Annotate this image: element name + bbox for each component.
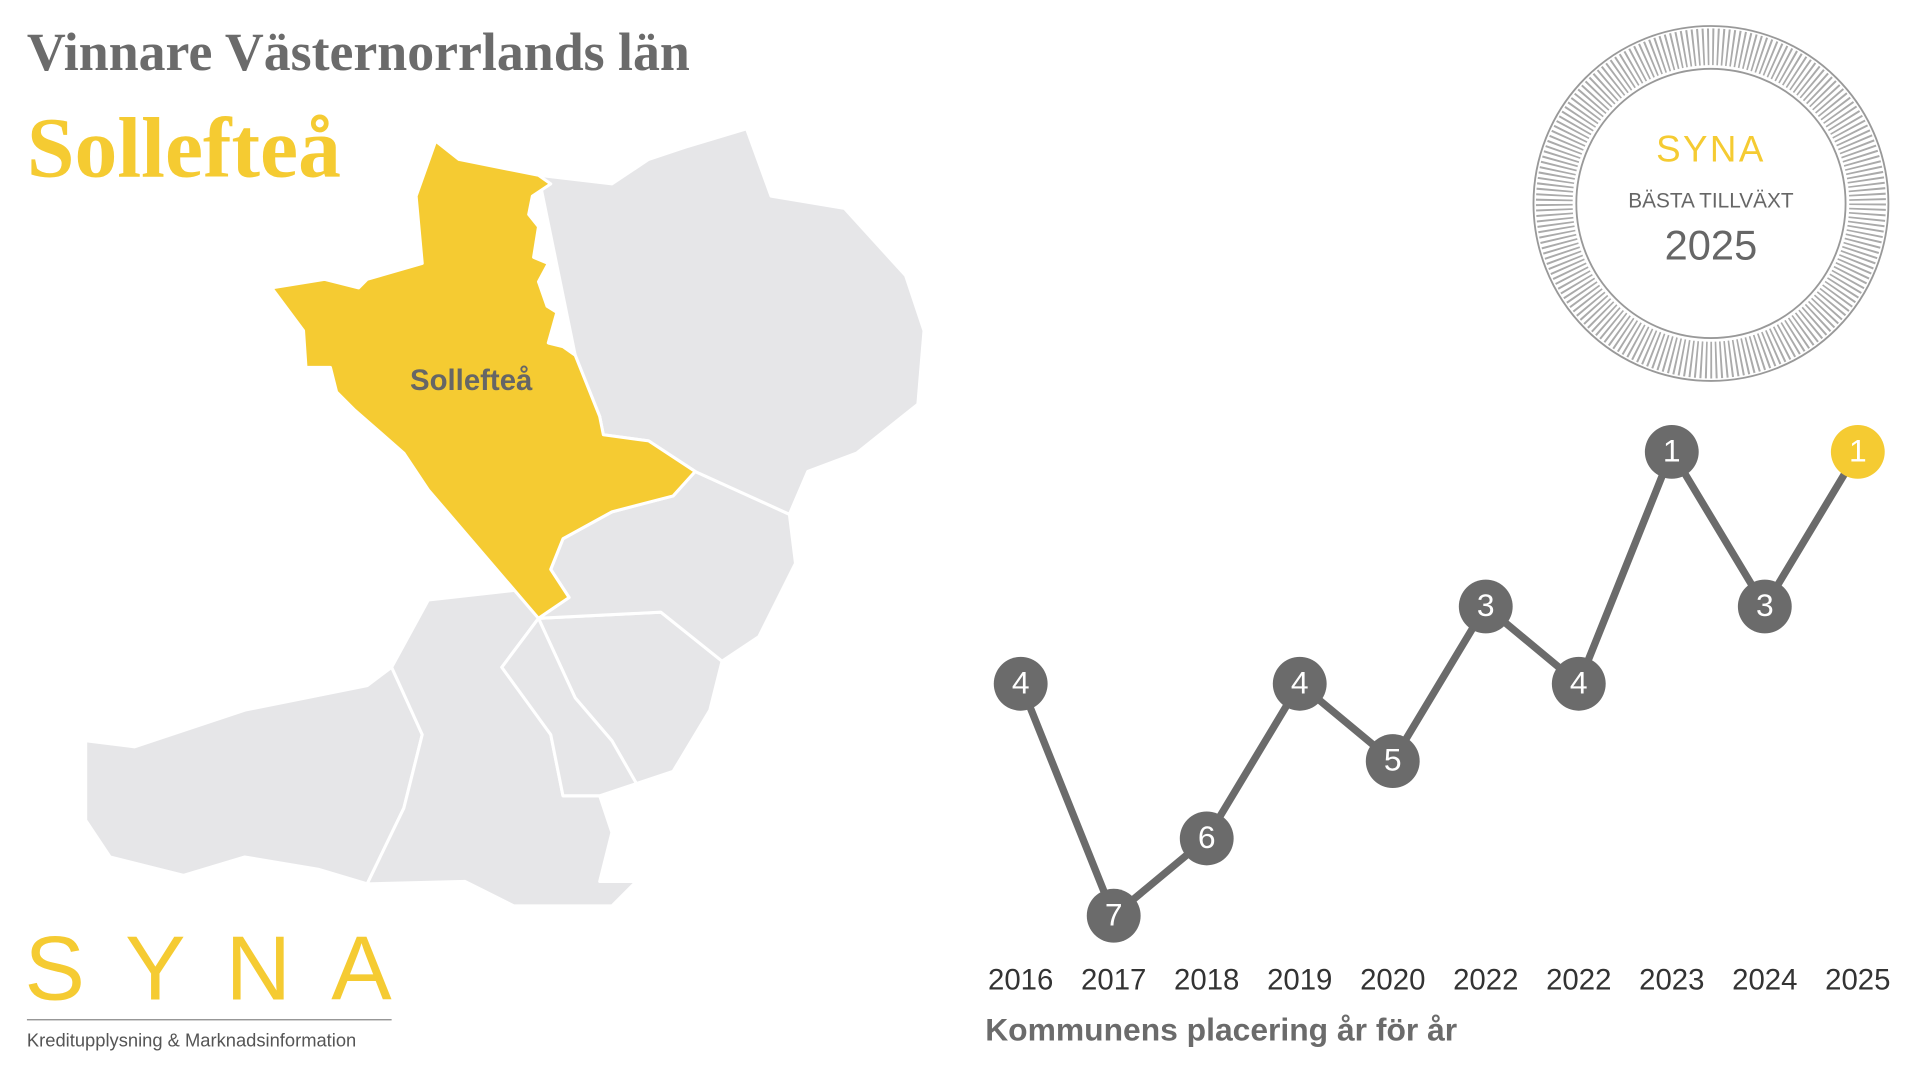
x-tick-label: 2020 (1360, 964, 1425, 997)
data-label: 3 (1756, 587, 1774, 623)
x-tick-label: 2022 (1546, 964, 1611, 997)
map-label: Sollefteå (410, 364, 533, 397)
data-label: 3 (1477, 587, 1495, 623)
point (1179, 811, 1234, 866)
region (84, 665, 424, 886)
point (1458, 579, 1513, 634)
point (1737, 579, 1792, 634)
data-label: 1 (1663, 433, 1681, 469)
data-label: 4 (1570, 664, 1588, 700)
point (1830, 424, 1885, 479)
x-tick-label: 2019 (1267, 964, 1332, 997)
point (993, 656, 1048, 711)
point (1551, 656, 1606, 711)
point (1365, 734, 1420, 789)
x-tick-label: 2024 (1732, 964, 1797, 997)
subtitle: Sollefteå (27, 101, 341, 196)
data-label: 4 (1012, 664, 1030, 700)
line (1017, 448, 1861, 920)
logo-brand: SYNA (24, 919, 392, 1020)
highlighted-region (270, 139, 697, 620)
region (500, 616, 638, 798)
x-tick-label: 2023 (1639, 964, 1704, 997)
point (1272, 656, 1327, 711)
point (1086, 888, 1141, 943)
data-label: 6 (1198, 819, 1216, 855)
x-tick-label: 2022 (1453, 964, 1518, 997)
data-label: 1 (1849, 433, 1867, 469)
map: Sollefteå (84, 127, 926, 908)
x-axis-label: Kommunens placering år för år (985, 1011, 1457, 1047)
badge-caption: BÄSTA TILLVÄXT (1628, 190, 1794, 213)
x-tick-label: 2018 (1174, 964, 1239, 997)
badge-ring (1575, 67, 1847, 339)
logo-tagline: Kreditupplysning & Marknadsinformation (27, 1030, 356, 1051)
x-tick-label: 2025 (1825, 964, 1890, 997)
badge: SYNA BÄSTA TILLVÄXT 2025 (1532, 25, 1890, 382)
badge-ring (1535, 28, 1886, 379)
title: Vinnare Västernorrlands län (27, 22, 690, 82)
x-tick-label: 2016 (988, 964, 1053, 997)
data-label: 4 (1291, 664, 1309, 700)
badge-brand: SYNA (1656, 129, 1766, 170)
data-label: 5 (1384, 742, 1402, 778)
x-tick-label: 2017 (1081, 964, 1146, 997)
logo: SYNA Kreditupplysning & Marknadsinformat… (24, 919, 392, 1051)
point (1644, 424, 1699, 479)
data-label: 7 (1105, 896, 1123, 932)
badge-year: 2025 (1665, 222, 1758, 269)
